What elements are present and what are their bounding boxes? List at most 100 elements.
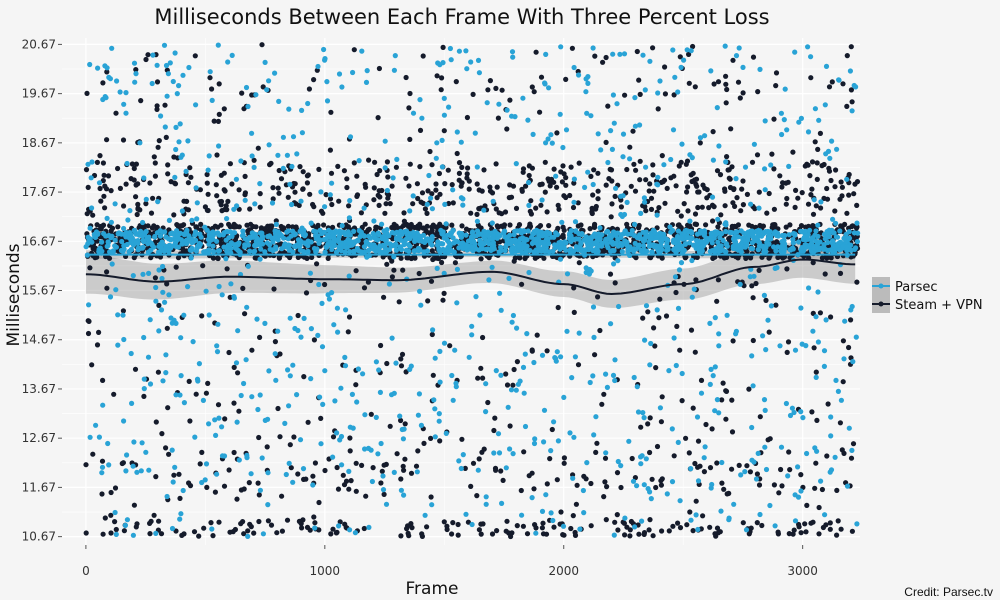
parsec-point [210,229,216,235]
parsec-point [356,158,362,164]
steam-vpn-point [576,260,582,266]
steam-vpn-point [354,173,360,179]
steam-vpn-point [156,302,162,308]
parsec-point [802,228,809,234]
parsec-point [644,248,650,254]
parsec-point [795,464,801,470]
parsec-point [632,95,638,101]
steam-vpn-point [90,246,96,252]
steam-vpn-point [408,470,415,476]
parsec-point [305,243,311,249]
parsec-point [436,241,442,247]
steam-vpn-point [636,77,642,83]
parsec-point [233,176,239,182]
steam-vpn-point [214,193,220,199]
steam-vpn-point [301,374,307,380]
steam-vpn-point [612,193,618,199]
parsec-point [97,245,103,251]
parsec-point [775,244,781,250]
parsec-point [244,455,250,461]
parsec-point [580,487,587,494]
steam-vpn-point [245,528,251,534]
steam-vpn-point [500,477,506,483]
parsec-point [708,68,714,74]
steam-vpn-point [429,228,435,234]
steam-vpn-point [115,165,121,172]
steam-vpn-point [601,391,607,397]
parsec-point [165,71,171,77]
steam-vpn-point [406,223,412,229]
steam-vpn-point [269,223,275,229]
steam-vpn-point [731,186,737,192]
parsec-point [837,228,843,234]
parsec-point [130,532,136,538]
steam-vpn-point [749,159,756,165]
steam-vpn-point [496,210,502,216]
parsec-point [708,230,714,236]
steam-vpn-point [771,206,778,212]
steam-vpn-point [322,281,328,288]
parsec-point [358,229,364,235]
steam-vpn-point [694,183,700,189]
steam-vpn-point [277,434,283,440]
steam-vpn-point [376,65,382,72]
parsec-point [178,237,184,243]
parsec-point [362,446,368,452]
steam-vpn-point [291,180,297,187]
steam-vpn-point [171,212,177,218]
steam-vpn-point [717,172,724,178]
parsec-point [782,232,788,239]
steam-vpn-point [804,502,810,508]
steam-vpn-point [108,530,114,536]
steam-vpn-point [330,434,337,440]
parsec-point [550,248,556,254]
parsec-point [441,340,448,346]
steam-vpn-point [828,255,834,261]
steam-vpn-point [372,159,378,165]
steam-vpn-point [504,518,510,524]
steam-vpn-point [249,92,255,98]
steam-vpn-point [133,67,139,73]
parsec-point [213,432,219,438]
parsec-point [445,248,452,254]
steam-vpn-point [164,325,170,331]
parsec-point [285,367,291,373]
parsec-point [463,511,469,517]
parsec-point [571,199,577,205]
steam-vpn-point [387,423,393,429]
parsec-point [316,237,322,243]
parsec-point [417,247,423,253]
steam-vpn-point [344,184,350,191]
parsec-point [615,258,621,264]
parsec-point [810,245,817,251]
steam-vpn-point [231,449,237,456]
parsec-point [743,527,750,533]
steam-vpn-point [408,255,414,262]
steam-vpn-point [649,476,655,482]
parsec-point [760,333,766,339]
parsec-point [581,509,587,516]
steam-vpn-point [571,309,577,315]
parsec-point [181,312,187,318]
parsec-point [631,248,637,254]
steam-vpn-point [225,198,231,204]
parsec-point [367,235,374,241]
parsec-point [321,46,327,53]
parsec-point [290,134,297,140]
parsec-point [164,493,170,500]
steam-vpn-point [723,73,729,79]
steam-vpn-point [347,448,353,454]
steam-vpn-point [155,369,161,375]
parsec-point [297,237,303,243]
steam-vpn-point [316,499,322,506]
parsec-point [223,256,229,262]
parsec-point [294,392,300,398]
steam-vpn-point [637,91,643,97]
steam-vpn-point [561,532,567,538]
parsec-point [166,292,172,298]
steam-vpn-point [647,415,653,421]
parsec-point [245,242,252,248]
parsec-point [206,237,213,243]
steam-vpn-point [818,205,824,211]
parsec-point [256,240,262,246]
